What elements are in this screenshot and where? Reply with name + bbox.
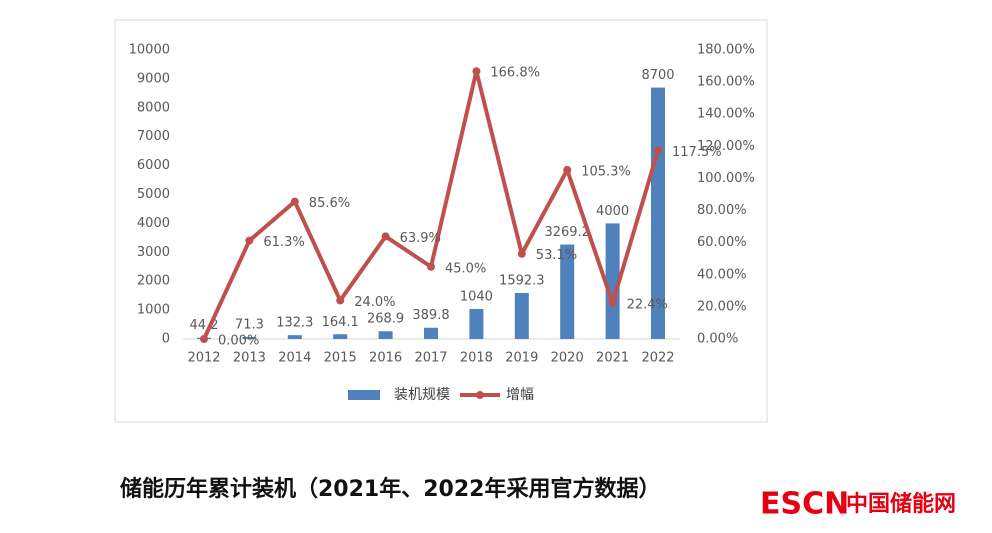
bar	[333, 334, 348, 339]
bar	[378, 331, 393, 339]
y2-tick-label: 100.00%	[697, 171, 755, 186]
line-marker	[517, 249, 526, 258]
line-value-label: 22.4%	[627, 298, 668, 313]
line-value-label: 61.3%	[263, 235, 304, 250]
bar-value-label: 3269.2	[544, 225, 590, 240]
line-value-label: 166.8%	[490, 66, 540, 81]
x-tick-label: 2012	[187, 351, 220, 366]
x-tick-label: 2022	[641, 351, 674, 366]
line-value-label: 63.9%	[400, 231, 441, 246]
bar-value-label: 268.9	[367, 312, 404, 327]
y2-tick-label: 20.00%	[697, 299, 747, 314]
x-tick-label: 2019	[505, 351, 538, 366]
y2-tick-label: 60.00%	[697, 235, 747, 250]
y2-tick-label: 180.00%	[697, 43, 755, 58]
caption: 储能历年累计装机（2021年、2022年采用官方数据）	[120, 476, 660, 502]
logo-mark: ESCN	[760, 487, 849, 522]
bar-value-label: 132.3	[276, 316, 313, 331]
line-value-label: 24.0%	[354, 295, 395, 310]
y2-tick-label: 120.00%	[697, 139, 755, 154]
line-marker	[200, 335, 208, 343]
y-tick-label: 6000	[137, 158, 170, 173]
line-marker	[472, 67, 481, 76]
y2-tick-label: 0.00%	[697, 332, 738, 347]
x-tick-label: 2015	[324, 351, 357, 366]
y-tick-label: 1000	[137, 303, 170, 318]
legend-label: 增幅	[506, 387, 534, 403]
legend-swatch	[348, 390, 380, 400]
y-tick-label: 4000	[137, 216, 170, 231]
line-value-label: 117.5%	[672, 145, 722, 160]
bar	[469, 308, 484, 339]
x-tick-label: 2018	[460, 351, 493, 366]
line-marker	[290, 197, 299, 206]
y-tick-label: 3000	[137, 245, 170, 260]
bar-value-label: 71.3	[235, 317, 264, 332]
y-tick-label: 8000	[137, 100, 170, 115]
x-tick-label: 2016	[369, 351, 402, 366]
legend-label: 装机规模	[394, 387, 450, 403]
line-marker	[245, 236, 254, 245]
y-tick-label: 10000	[129, 43, 170, 58]
bar-value-label: 4000	[596, 204, 629, 219]
x-tick-label: 2013	[233, 351, 266, 366]
line-marker	[427, 262, 435, 271]
y2-tick-label: 80.00%	[697, 203, 747, 218]
bar	[424, 327, 438, 339]
line-marker	[654, 146, 662, 155]
line-marker	[563, 165, 572, 174]
line-value-label: 105.3%	[581, 164, 631, 179]
bar	[287, 335, 302, 339]
bar	[242, 336, 257, 339]
line-value-label: 85.6%	[309, 196, 350, 211]
bar-value-label: 389.8	[412, 308, 449, 323]
bar	[605, 223, 620, 339]
y2-tick-label: 140.00%	[697, 107, 755, 122]
x-tick-label: 2021	[596, 351, 629, 366]
line-value-label: 45.0%	[445, 261, 486, 276]
y-tick-label: 0	[162, 332, 170, 347]
line-value-label: 53.1%	[536, 248, 577, 263]
legend-swatch-marker	[476, 391, 484, 399]
bar	[514, 292, 529, 339]
bar-value-label: 1040	[460, 289, 493, 304]
line-marker	[608, 299, 617, 308]
y-tick-label: 9000	[137, 71, 170, 86]
bar	[560, 244, 575, 339]
logo-name: 中国储能网	[846, 491, 956, 517]
bar-value-label: 164.1	[322, 315, 359, 330]
line-marker	[336, 296, 345, 305]
bar-value-label: 8700	[641, 68, 674, 83]
y-tick-label: 2000	[137, 274, 170, 289]
line-value-label: 0.00%	[218, 334, 259, 349]
y2-tick-label: 40.00%	[697, 267, 747, 282]
x-tick-label: 2017	[414, 351, 447, 366]
line-marker	[381, 232, 390, 241]
x-tick-label: 2014	[278, 351, 311, 366]
y-tick-label: 5000	[137, 187, 170, 202]
y-tick-label: 7000	[137, 129, 170, 144]
x-tick-label: 2020	[551, 351, 584, 366]
bar-value-label: 1592.3	[499, 273, 545, 288]
y2-tick-label: 160.00%	[697, 75, 755, 90]
